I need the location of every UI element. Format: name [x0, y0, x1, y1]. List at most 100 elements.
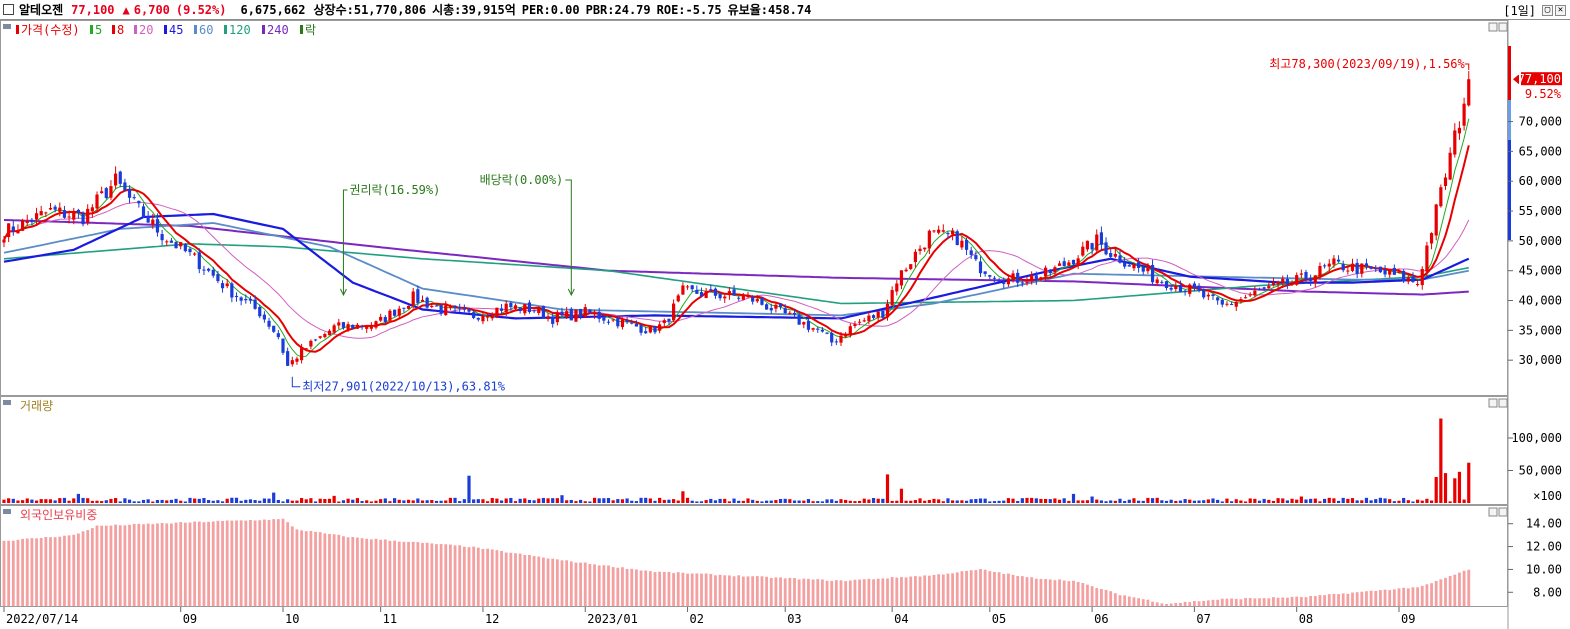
- foreign-bar: [876, 578, 880, 606]
- candle-body: [858, 321, 862, 323]
- volume-bar: [244, 499, 248, 503]
- volume-bar: [1183, 499, 1187, 503]
- volume-bar: [1234, 499, 1238, 503]
- volume-bar: [225, 498, 229, 503]
- foreign-bar: [35, 538, 38, 606]
- volume-bar: [318, 498, 322, 503]
- volume-bar: [765, 500, 769, 503]
- close-window-icon[interactable]: ✕: [1555, 5, 1566, 16]
- volume-bar: [406, 499, 411, 503]
- foreign-bar: [602, 565, 606, 606]
- volume-bar: [253, 500, 257, 503]
- foreign-bar: [332, 534, 336, 606]
- date-tick-label: 02: [690, 612, 704, 626]
- candle-body: [444, 305, 448, 316]
- candle-body: [1271, 282, 1276, 286]
- candle-body: [341, 322, 346, 328]
- candle-body: [527, 302, 532, 313]
- volume-bar: [1174, 501, 1178, 503]
- foreign-bar: [755, 576, 759, 606]
- candle-body: [86, 208, 90, 223]
- candle-body: [667, 318, 671, 322]
- foreign-bar: [760, 576, 764, 606]
- volume-bar: [434, 500, 439, 503]
- volume-bar: [918, 498, 922, 503]
- candle-body: [1178, 285, 1183, 292]
- foreign-bar: [207, 521, 210, 606]
- volume-bar: [1388, 499, 1392, 503]
- foreign-bar: [904, 577, 908, 606]
- volume-bar: [1155, 497, 1159, 503]
- volume-bar: [871, 498, 876, 503]
- volume-bar: [1439, 418, 1443, 503]
- foreign-bar: [323, 533, 327, 606]
- foreign-bar: [449, 544, 452, 606]
- volume-bar: [444, 500, 448, 503]
- restore-window-icon[interactable]: ▢: [1542, 5, 1553, 16]
- date-tick-label: 04: [894, 612, 908, 626]
- candle-body: [1109, 253, 1113, 257]
- candle-body: [355, 324, 359, 329]
- candle-body: [1030, 275, 1034, 281]
- foreign-bar: [1299, 597, 1303, 606]
- foreign-bar: [360, 538, 364, 606]
- candle-body: [588, 309, 592, 313]
- volume-bar: [179, 500, 183, 503]
- candle-body: [1230, 304, 1234, 306]
- foreign-bar: [1188, 602, 1192, 606]
- candle-body: [346, 324, 350, 330]
- candle-body: [820, 329, 824, 332]
- volume-bar: [360, 501, 364, 503]
- candle-body: [592, 312, 597, 315]
- candle-body: [100, 191, 104, 194]
- foreign-bar: [1346, 593, 1350, 606]
- candle-body: [723, 296, 727, 299]
- foreign-bar: [1062, 580, 1066, 606]
- foreign-bar: [797, 579, 801, 606]
- volume-panel-controls[interactable]: [1488, 398, 1508, 408]
- volume-bar: [207, 500, 211, 503]
- volume-bar: [1318, 501, 1322, 503]
- volume-bar: [709, 498, 713, 503]
- volume-bar: [1341, 497, 1345, 503]
- select-checkbox[interactable]: [3, 4, 14, 15]
- volume-bar: [155, 500, 160, 503]
- foreign-bar: [993, 571, 996, 606]
- volume-bar: [1360, 500, 1364, 503]
- foreign-bar: [1132, 597, 1136, 606]
- foreign-bar: [532, 556, 536, 606]
- volume-bar: [1118, 498, 1122, 503]
- volume-bar: [1192, 500, 1196, 503]
- volume-bar: [1290, 498, 1294, 503]
- foreign-bar: [1197, 601, 1201, 606]
- foreign-bar: [72, 534, 76, 606]
- foreign-bar: [39, 538, 43, 606]
- candle-body: [165, 241, 169, 243]
- foreign-bar: [588, 564, 592, 606]
- candle-body: [197, 252, 201, 270]
- price-panel-controls[interactable]: [1488, 22, 1508, 32]
- volume-panel[interactable]: [0, 396, 1508, 505]
- stock-name[interactable]: 알테오젠: [19, 3, 64, 17]
- candle-body: [816, 328, 820, 330]
- candle-body: [248, 298, 253, 301]
- candle-body: [737, 297, 741, 299]
- period-selector[interactable]: [1일]: [1503, 4, 1536, 18]
- foreign-panel-controls[interactable]: [1488, 507, 1508, 517]
- foreign-bar: [272, 519, 276, 606]
- annotations: 최고78,300(2023/09/19),1.56% 최저27,901(2022/…: [291, 57, 1470, 394]
- candle-body: [467, 308, 471, 312]
- candle-body: [272, 325, 276, 332]
- foreign-bar: [1048, 579, 1052, 606]
- volume-bar: [951, 500, 955, 503]
- foreign-bar: [732, 576, 736, 606]
- foreign-bar: [1253, 598, 1257, 606]
- price-panel[interactable]: [0, 20, 1508, 396]
- candle-body: [1039, 277, 1043, 279]
- foreign-bar: [300, 530, 303, 606]
- foreign-bar: [900, 577, 903, 606]
- volume-bar: [1141, 500, 1145, 503]
- candle-body: [90, 207, 94, 212]
- stock-chart[interactable]: 가격(수정) 5 8 20 45 60 120 240 락 거래량 외국인보유비중 최고78,3…: [0, 20, 1570, 629]
- foreign-bar: [569, 561, 573, 606]
